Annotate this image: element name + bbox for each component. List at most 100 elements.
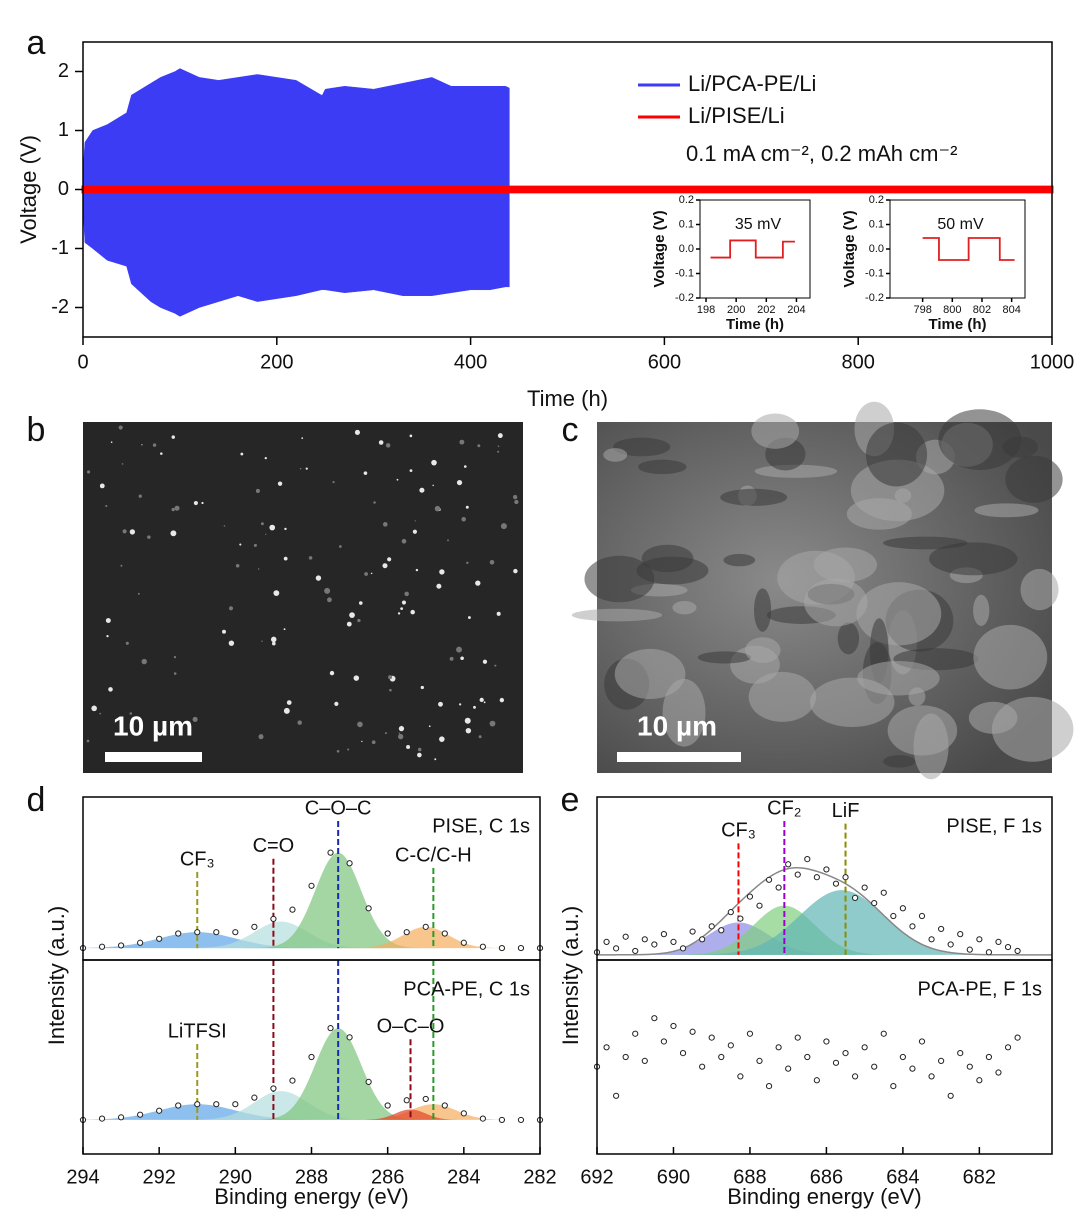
y-tick-label: -2 (51, 296, 69, 318)
texture (147, 535, 151, 539)
data-point (871, 1063, 878, 1070)
texture (584, 555, 655, 603)
data-point (804, 855, 811, 863)
texture (301, 437, 304, 440)
data-point (928, 1073, 935, 1080)
texture (662, 678, 706, 747)
texture (809, 677, 895, 728)
x-tick-label: 798 (913, 304, 931, 316)
data-point (851, 1073, 859, 1080)
texture (338, 545, 342, 548)
panel-title: PISE, F 1s (946, 815, 1042, 837)
x-tick-label: 286 (371, 1166, 404, 1188)
x-tick-label: 684 (886, 1166, 919, 1188)
texture (398, 732, 401, 734)
texture (327, 597, 332, 603)
texture (1005, 455, 1063, 503)
data-point (909, 1065, 916, 1072)
data-point (737, 1073, 744, 1080)
texture (751, 413, 800, 449)
y-tick-label: 0.2 (679, 194, 694, 206)
texture (357, 618, 361, 623)
texture (334, 701, 339, 706)
y-tick-label: 0.2 (869, 194, 884, 206)
texture (436, 583, 442, 589)
texture (277, 481, 283, 486)
texture (354, 429, 360, 435)
x-axis-label: Time (h) (928, 316, 986, 333)
micrograph-image (83, 422, 523, 773)
texture (171, 507, 175, 512)
texture (837, 622, 860, 655)
data-point (851, 894, 859, 902)
annotation: 50 mV (937, 216, 984, 233)
data-point (918, 1038, 926, 1045)
data-point (641, 936, 648, 943)
data-point (175, 930, 182, 937)
texture (240, 452, 244, 456)
data-point (727, 909, 734, 916)
texture (894, 488, 912, 503)
data-point (603, 1044, 610, 1051)
data-point (842, 1050, 849, 1057)
texture (122, 529, 127, 534)
data-point (403, 929, 410, 936)
scale-bar-label: 10 µm (637, 710, 717, 741)
y-tick-label: -0.1 (865, 267, 884, 279)
data-point (213, 929, 220, 936)
data-point (660, 1038, 668, 1045)
texture (478, 735, 482, 739)
texture (571, 608, 663, 622)
texture (396, 478, 399, 481)
texture (308, 556, 313, 560)
data-point (632, 947, 639, 955)
fit-component (597, 922, 1052, 955)
data-point (622, 1053, 629, 1061)
data-point (737, 915, 744, 922)
data-point (460, 939, 467, 946)
texture (152, 443, 157, 447)
data-point (327, 1025, 334, 1032)
texture (459, 439, 465, 445)
plot-frame (596, 959, 1053, 1155)
texture (439, 569, 445, 575)
x-axis-label: Binding energy (eV) (727, 1184, 921, 1209)
data-point (976, 936, 983, 943)
texture (603, 448, 628, 462)
data-point (517, 944, 525, 952)
data-point (213, 1101, 220, 1108)
texture (141, 658, 147, 665)
scale-bars: 10 µm 10 µm (105, 710, 741, 762)
data-point (823, 1038, 830, 1045)
texture (500, 523, 507, 530)
texture (174, 505, 180, 511)
texture (357, 721, 363, 728)
texture (332, 480, 335, 484)
texture (697, 651, 752, 664)
x-tick-label: 200 (727, 304, 745, 316)
peak-label: LiTFSI (168, 1020, 227, 1042)
texture (465, 727, 472, 734)
x-tick-label: 800 (842, 351, 875, 373)
texture (305, 467, 308, 470)
texture (99, 712, 102, 715)
data-point (775, 1044, 782, 1051)
data-point (441, 930, 448, 937)
data-point (756, 902, 763, 909)
x-tick-label: 688 (733, 1166, 766, 1188)
data-point (98, 943, 106, 950)
texture (459, 703, 462, 706)
data-point (156, 935, 163, 942)
texture (938, 409, 1022, 470)
texture (388, 675, 393, 680)
texture (475, 580, 481, 586)
x-tick-label: 800 (943, 304, 961, 316)
x-tick-label: 686 (810, 1166, 843, 1188)
data-point (813, 1077, 820, 1084)
texture (378, 440, 384, 445)
texture (141, 444, 143, 446)
data-point (899, 905, 906, 912)
data-point (832, 880, 840, 887)
texture (456, 479, 463, 486)
texture (419, 487, 425, 493)
